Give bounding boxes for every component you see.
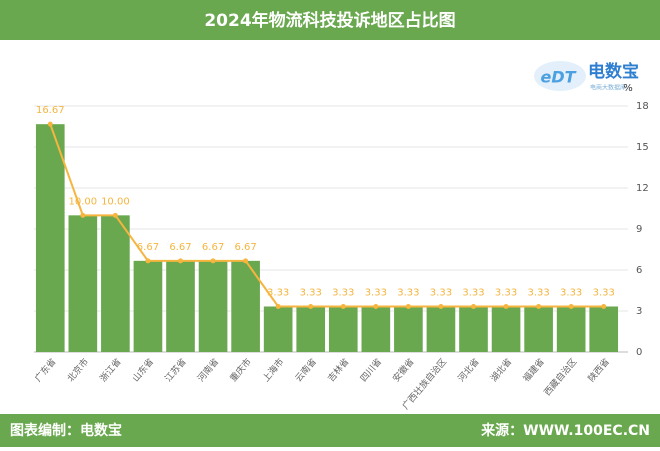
bar (394, 306, 423, 352)
value-label: 3.33 (430, 287, 452, 298)
line-point (438, 303, 444, 309)
value-label: 10.00 (69, 196, 98, 207)
line-point (275, 303, 281, 309)
y-tick-label: 0 (636, 347, 642, 358)
bar (361, 306, 391, 352)
bar (133, 260, 163, 352)
value-label: 3.33 (527, 287, 549, 298)
value-label: 6.67 (169, 242, 191, 253)
value-label: 3.33 (593, 287, 615, 298)
line-point (471, 303, 476, 309)
y-tick-label: 18 (636, 101, 649, 112)
bar (231, 260, 260, 352)
value-label: 3.33 (495, 287, 517, 298)
line-point (340, 303, 346, 309)
y-tick-label: 12 (636, 183, 649, 194)
value-label: 6.67 (137, 242, 159, 253)
bar (556, 306, 586, 352)
bar (166, 260, 195, 352)
value-label: 3.33 (397, 287, 419, 298)
bar (198, 260, 228, 352)
line-point (536, 303, 542, 309)
line-point (503, 303, 509, 309)
bar (589, 306, 619, 352)
value-label: 3.33 (267, 287, 289, 298)
value-label: 3.33 (462, 287, 484, 298)
line-point (80, 212, 86, 218)
logo-cloud (534, 61, 586, 91)
logo: eDT 电数宝 电商大数据库 (534, 61, 639, 92)
line-point (243, 258, 249, 264)
line-point (178, 258, 183, 264)
bar (459, 306, 488, 352)
line-point (373, 303, 379, 309)
bar (35, 124, 65, 352)
line-point (601, 303, 607, 309)
footer-left: 图表编制：电数宝 (10, 422, 122, 439)
header-band (0, 0, 660, 40)
value-label: 6.67 (202, 242, 224, 253)
value-label: 6.67 (234, 242, 256, 253)
chart-title: 2024年物流科技投诉地区占比图 (204, 10, 455, 31)
y-tick-label: 15 (636, 142, 649, 153)
bar (101, 215, 130, 352)
line-point (308, 303, 314, 309)
value-label: 3.33 (560, 287, 582, 298)
value-label: 3.33 (300, 287, 322, 298)
logo-tagline: 电商大数据库 (590, 84, 626, 92)
bar (426, 306, 456, 352)
value-label: 16.67 (36, 105, 65, 116)
footer-band (0, 414, 660, 447)
y-tick-label: 6 (636, 265, 642, 276)
value-label: 3.33 (365, 287, 387, 298)
y-unit: % (623, 83, 633, 94)
footer-right: 来源：WWW.100EC.CN (480, 422, 650, 439)
bar (524, 306, 553, 352)
logo-mark: eDT (540, 68, 576, 87)
bar (263, 306, 293, 352)
line-point (47, 121, 53, 127)
value-label: 10.00 (101, 196, 130, 207)
bar (296, 306, 326, 352)
y-tick-label: 9 (636, 224, 642, 235)
bar (68, 215, 98, 352)
line-point (568, 303, 574, 309)
line-point (405, 303, 411, 309)
logo-name: 电数宝 (588, 61, 639, 82)
line-point (210, 258, 216, 264)
value-label: 3.33 (332, 287, 354, 298)
line-point (112, 212, 118, 218)
line-point (145, 258, 151, 264)
y-tick-label: 3 (636, 306, 642, 317)
bar (491, 306, 521, 352)
bar (328, 306, 358, 352)
line (49, 123, 604, 308)
